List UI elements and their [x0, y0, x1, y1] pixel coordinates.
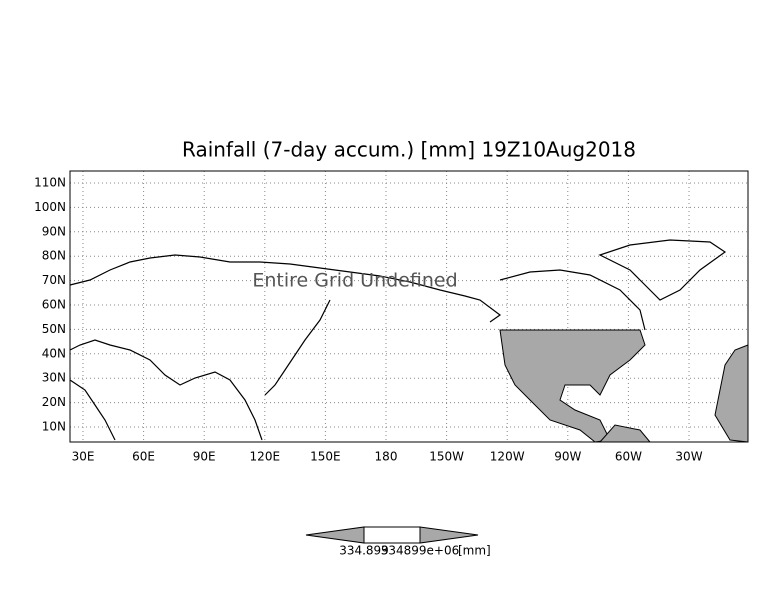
lat-label: 80N: [42, 249, 66, 263]
greenland: [598, 239, 727, 301]
south-america: [598, 424, 652, 443]
lon-label: 120E: [250, 450, 281, 464]
map-title: Rainfall (7-day accum.) [mm] 19Z10Aug201…: [182, 138, 636, 162]
lon-label: 60W: [615, 450, 642, 464]
coast: [499, 269, 646, 331]
lat-label: 20N: [42, 395, 66, 409]
lat-label: 30N: [42, 371, 66, 385]
lat-label: 50N: [42, 322, 66, 336]
lon-label: 30W: [675, 450, 702, 464]
coast: [69, 254, 502, 323]
colorbar-label: 334899e+06: [381, 544, 460, 558]
coast: [69, 339, 263, 441]
lon-label: 150W: [429, 450, 464, 464]
lat-label: 100N: [34, 200, 66, 214]
grid: [70, 171, 748, 442]
axis-labels: 110N 100N 90N 80N 70N 60N 50N 40N 30N 20N 10N 30E 60…: [34, 176, 703, 464]
coastlines: [69, 239, 727, 441]
lat-label: 90N: [42, 224, 66, 238]
lon-label: 30E: [72, 450, 95, 464]
africa: [714, 344, 749, 443]
colorbar-right: [419, 526, 479, 544]
lat-label: 70N: [42, 273, 66, 287]
coast: [264, 299, 331, 396]
north-america: [499, 329, 646, 443]
lat-label: 60N: [42, 298, 66, 312]
lon-label: 120W: [490, 450, 525, 464]
lon-label: 150E: [310, 450, 341, 464]
lon-label: 180: [375, 450, 398, 464]
lat-label: 40N: [42, 346, 66, 360]
lat-label: 110N: [34, 176, 66, 190]
lon-label: 90W: [554, 450, 581, 464]
colorbar-left: [305, 526, 365, 544]
annotation: Entire Grid Undefined: [252, 270, 457, 292]
coast: [69, 379, 116, 441]
colorbar-box: [363, 526, 421, 544]
plot-frame: [69, 170, 749, 443]
land-fill: [499, 329, 749, 443]
lon-label: 60E: [132, 450, 155, 464]
colorbar-label: 334.899: [339, 544, 389, 558]
lat-label: 10N: [42, 420, 66, 434]
lon-label: 90E: [193, 450, 216, 464]
colorbar-unit: [mm]: [458, 544, 491, 558]
colorbar: [305, 526, 479, 544]
